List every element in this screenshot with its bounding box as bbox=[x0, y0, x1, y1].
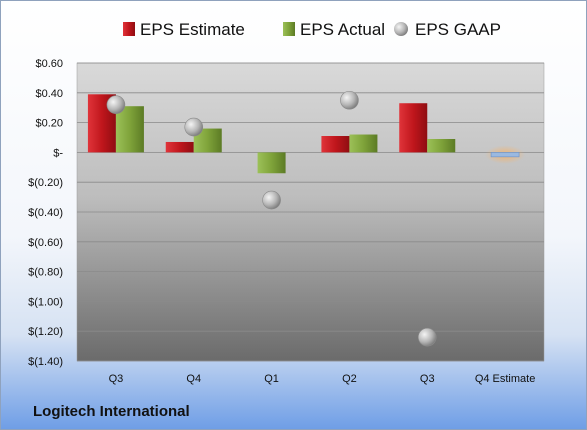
legend-swatch-actual bbox=[283, 22, 295, 36]
x-category-label: Q1 bbox=[264, 373, 279, 385]
legend-label-actual: EPS Actual bbox=[300, 20, 385, 39]
x-category-label: Q3 bbox=[109, 373, 124, 385]
y-tick-label: $0.20 bbox=[35, 118, 63, 130]
legend-marker-gaap bbox=[394, 22, 408, 36]
legend-item-estimate: EPS Estimate bbox=[123, 20, 245, 39]
eps-actual-bar bbox=[257, 152, 286, 174]
y-tick-label: $(0.20) bbox=[28, 177, 63, 189]
eps-gaap-point bbox=[262, 190, 281, 210]
x-category-label: Q4 bbox=[186, 373, 201, 385]
legend-label-estimate: EPS Estimate bbox=[140, 20, 245, 39]
x-category-label: Q2 bbox=[342, 373, 357, 385]
y-tick-label: $0.60 bbox=[35, 58, 63, 70]
eps-gaap-point bbox=[340, 90, 359, 110]
eps-estimate-bar bbox=[165, 141, 194, 153]
eps-estimate-bar bbox=[399, 103, 428, 153]
legend-swatch-estimate bbox=[123, 22, 135, 36]
y-tick-label: $(1.40) bbox=[28, 356, 63, 368]
y-tick-label: $(0.80) bbox=[28, 267, 63, 279]
legend: EPS Estimate EPS Actual EPS GAAP bbox=[123, 20, 501, 39]
legend-item-gaap: EPS GAAP bbox=[394, 20, 501, 39]
eps-actual-bar bbox=[427, 138, 456, 153]
y-tick-label: $0.40 bbox=[35, 88, 63, 100]
chart-marks bbox=[87, 90, 526, 347]
y-tick-label: $- bbox=[53, 147, 63, 159]
eps-actual-bar bbox=[349, 134, 378, 153]
y-tick-label: $(1.20) bbox=[28, 326, 63, 338]
eps-gaap-point bbox=[106, 95, 126, 115]
eps-estimate-bar bbox=[490, 152, 520, 158]
eps-estimate-bar bbox=[321, 136, 350, 153]
company-name: Logitech International bbox=[33, 403, 190, 420]
legend-item-actual: EPS Actual bbox=[283, 20, 385, 39]
eps-gaap-point bbox=[417, 327, 437, 347]
eps-gaap-point bbox=[184, 117, 204, 137]
eps-actual-bar bbox=[193, 128, 222, 153]
legend-label-gaap: EPS GAAP bbox=[415, 20, 501, 39]
y-tick-label: $(0.40) bbox=[28, 207, 63, 219]
x-axis-labels: Q3 Q4 Q1 Q2 Q3 Q4 Estimate bbox=[109, 373, 536, 385]
y-tick-label: $(0.60) bbox=[28, 237, 63, 249]
x-category-label: Q4 Estimate bbox=[475, 373, 536, 385]
eps-actual-bar bbox=[115, 106, 144, 153]
y-axis-ticks: $0.60 $0.40 $0.20 $- $(0.20) $(0.40) $(0.60) $(… bbox=[28, 58, 63, 368]
y-tick-label: $(1.00) bbox=[28, 296, 63, 308]
gridlines bbox=[77, 62, 544, 362]
x-category-label: Q3 bbox=[420, 373, 435, 385]
